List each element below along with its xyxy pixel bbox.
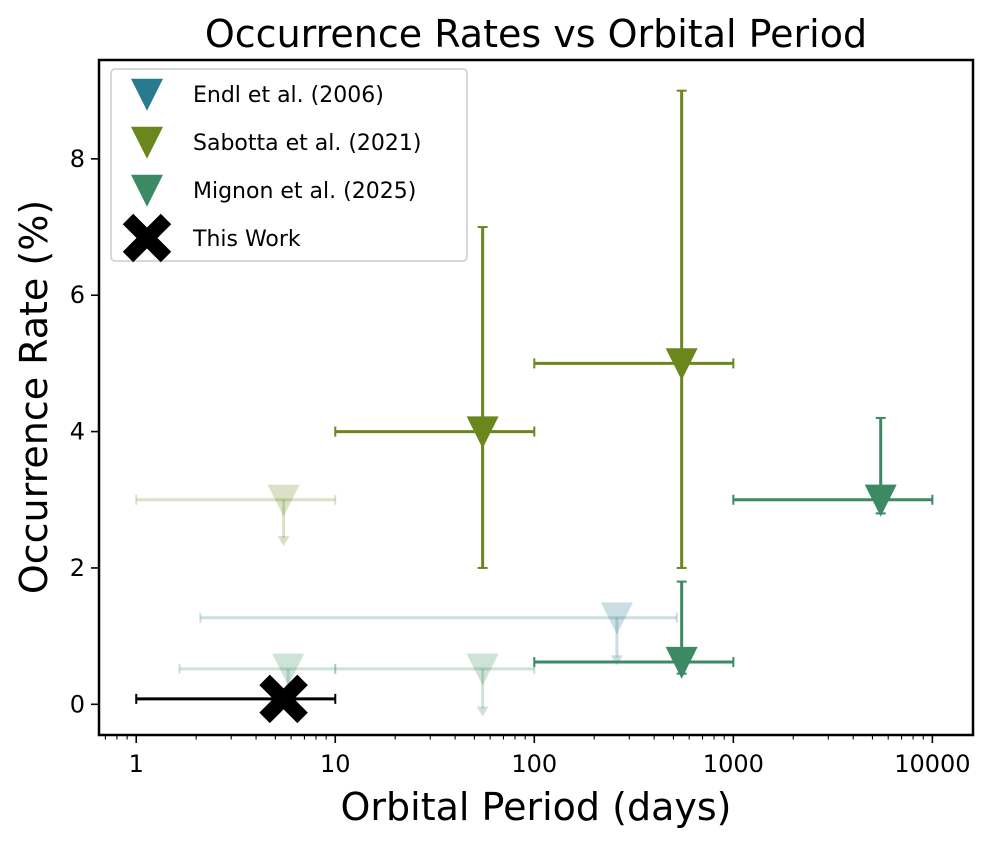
mignon-et-al-2025-upper-limit-arrowhead [476,706,489,717]
legend-label: Mignon et al. (2025) [193,179,416,204]
plot-frame [97,58,975,737]
endl-et-al-2006-upper-limit-arrowhead [610,655,623,666]
y-tick-label: 6 [70,281,85,309]
legend-item: Endl et al. (2006) [131,78,384,111]
sabotta-et-al-2021-upper-limit-arrowhead [277,536,290,547]
x-tick-label: 10000 [894,750,970,778]
legend-item: This Work [122,213,301,263]
legend-label: Sabotta et al. (2021) [193,131,422,156]
mignon-et-al-2025-point [466,653,499,686]
legend-label: This Work [192,227,301,252]
legend-marker-triangle [131,78,163,111]
y-tick-label: 2 [70,554,85,582]
legend-item: Sabotta et al. (2021) [131,126,422,159]
y-axis-label: Occurrence Rate (%) [12,200,56,594]
x-tick-label: 100 [511,750,557,778]
sabotta-et-al-2021-point [665,348,698,381]
endl-et-al-2006-point [600,602,633,635]
x-tick-label: 1000 [703,750,764,778]
mignon-et-al-2025-point [665,646,698,679]
x-tick-label: 10 [320,750,351,778]
legend-item: Mignon et al. (2025) [131,174,416,207]
y-tick-label: 0 [70,690,85,718]
sabotta-et-al-2021-point [466,416,499,449]
this-work-point [259,674,308,724]
legend-marker-triangle [131,174,163,207]
y-tick-label: 8 [70,145,85,173]
plot-area: 1 10 100 1000 10000 0 2 4 6 8 [70,58,975,778]
mignon-et-al-2025-point [864,484,897,517]
legend-marker-x [122,213,172,263]
legend-marker-triangle [131,126,163,159]
sabotta-et-al-2021-point [267,484,300,517]
chart-title: Occurrence Rates vs Orbital Period [205,12,867,56]
x-tick-label: 1 [129,750,144,778]
legend-label: Endl et al. (2006) [193,83,384,108]
y-tick-label: 4 [70,418,85,446]
legend: Endl et al. (2006) Sabotta et al. (2021) M… [110,68,468,263]
x-axis-label: Orbital Period (days) [341,785,732,829]
mignon-et-al-2025-point [272,653,305,686]
legend-frame [110,68,468,262]
